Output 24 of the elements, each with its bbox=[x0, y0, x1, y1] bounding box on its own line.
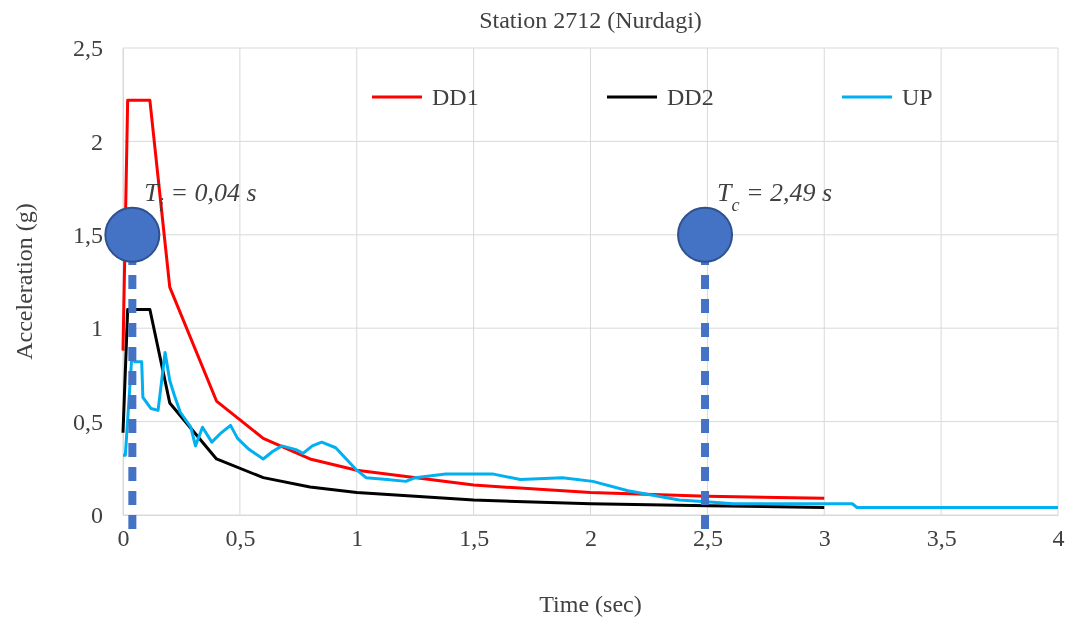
chart-title: Station 2712 (Nurdagi) bbox=[479, 7, 702, 33]
x-tick-label: 0 bbox=[117, 525, 130, 552]
line-series bbox=[121, 308, 826, 510]
legend-label: DD2 bbox=[667, 84, 714, 110]
y-tick-label: 1 bbox=[91, 315, 103, 342]
x-tick-label: 2 bbox=[585, 525, 597, 552]
y-tick-label: 0,5 bbox=[73, 408, 103, 435]
x-tick-label: 4 bbox=[1052, 525, 1065, 552]
x-tick-label: 1 bbox=[351, 525, 364, 552]
ref-line-label: T$_{c}$ = 2,49 s bbox=[717, 177, 833, 215]
y-tick-label: 0 bbox=[91, 502, 103, 529]
x-tick-label: 2,5 bbox=[692, 525, 723, 552]
x-tick-label: 3,5 bbox=[926, 525, 957, 552]
y-tick-label: 2,5 bbox=[73, 35, 103, 62]
y-tick-label: 2 bbox=[91, 128, 103, 155]
legend-label: UP bbox=[902, 84, 933, 110]
x-tick-label: 0,5 bbox=[225, 525, 256, 552]
x-axis-title: Time (sec) bbox=[539, 591, 642, 617]
legend-label: DD1 bbox=[432, 84, 479, 110]
x-tick-label: 1,5 bbox=[459, 525, 490, 552]
x-tick-label: 3 bbox=[818, 525, 831, 552]
y-tick-label: 1,5 bbox=[73, 221, 103, 248]
ref-line-label: T$_{i}$ = 0,04 s bbox=[144, 177, 257, 215]
y-axis-title: Acceleration (g) bbox=[11, 203, 37, 360]
